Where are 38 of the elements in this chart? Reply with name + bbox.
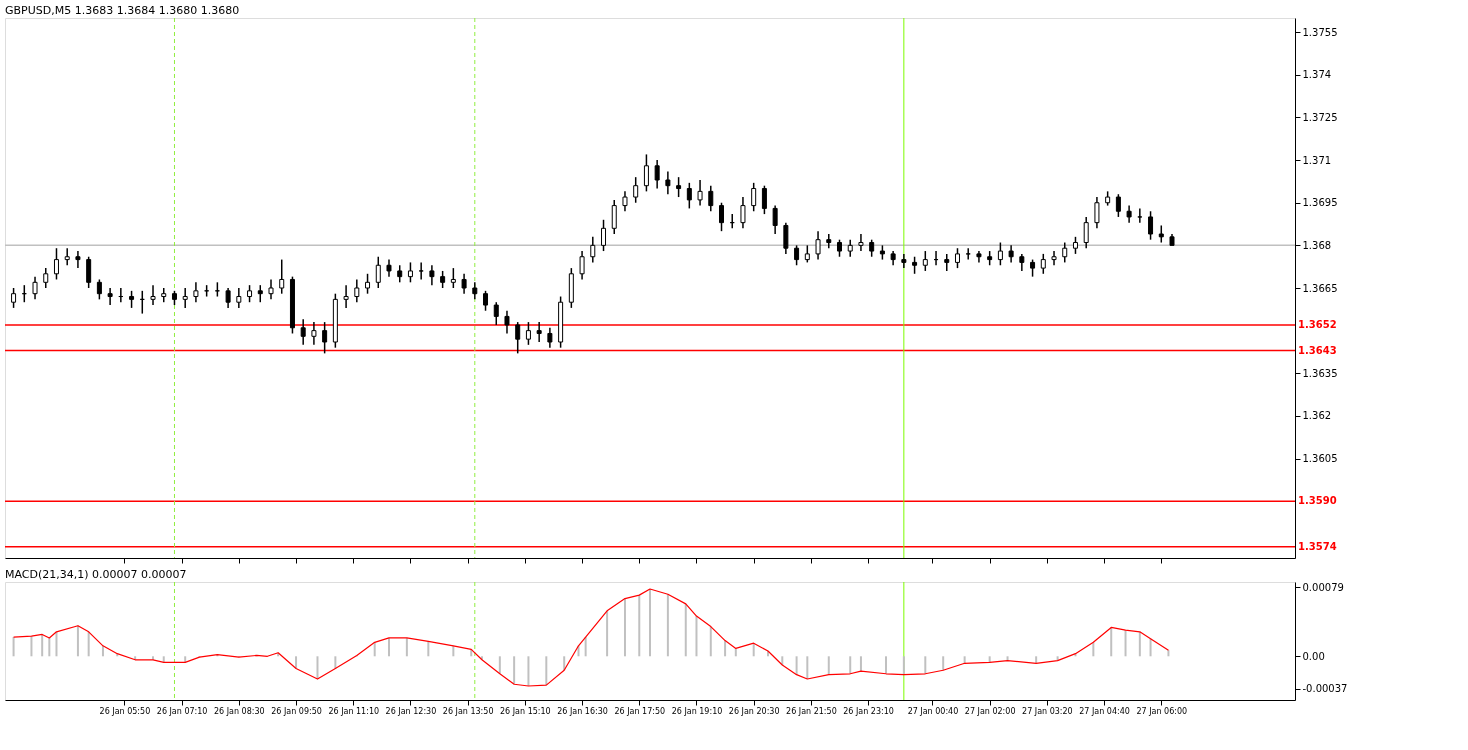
x-tick-label: 26 Jan 09:50 [271,706,322,716]
ref-line-label: 1.3590 [1298,495,1337,507]
x-tick-label: 27 Jan 00:40 [907,706,959,716]
x-tick-label: 26 Jan 12:30 [385,706,437,716]
x-tick-label: 26 Jan 20:30 [728,706,780,716]
x-tick-label: 26 Jan 07:10 [156,706,208,716]
y-tick-label: 0.00 [1302,650,1325,662]
x-tick-label: 26 Jan 05:50 [99,706,151,716]
x-tick-label: 26 Jan 15:10 [500,706,551,716]
y-tick-label: 1.374 [1302,69,1332,81]
x-tick-label: 26 Jan 17:50 [614,706,666,716]
x-tick-label: 27 Jan 02:00 [964,706,1016,716]
y-tick-label: 1.368 [1302,239,1332,251]
y-tick-label: 1.3725 [1302,111,1338,123]
x-tick-label: 26 Jan 19:10 [671,706,723,716]
y-tick-label: 1.3635 [1302,367,1338,379]
y-tick-label: 1.3695 [1302,197,1338,209]
x-tick-label: 26 Jan 11:10 [328,706,380,716]
x-tick-label: 26 Jan 08:30 [214,706,265,716]
y-tick-label: -0.00037 [1302,683,1348,695]
y-tick-label: 1.3755 [1302,26,1338,38]
x-tick-label: 26 Jan 21:50 [786,706,837,716]
y-tick-label: 1.362 [1302,410,1332,422]
y-tick-label: 1.3665 [1302,282,1338,294]
x-tick-label: 27 Jan 04:40 [1079,706,1130,716]
chart-title: GBPUSD,M5 1.3683 1.3684 1.3680 1.3680 [5,4,240,17]
y-tick-label: 0.00079 [1302,581,1344,593]
y-tick-label: 1.3605 [1302,453,1338,465]
ref-line-label: 1.3574 [1298,540,1337,552]
ref-line-label: 1.3643 [1298,344,1337,356]
ref-line-label: 1.3652 [1298,318,1337,330]
x-tick-label: 26 Jan 13:50 [442,706,494,716]
x-tick-label: 26 Jan 16:30 [557,706,608,716]
x-tick-label: 27 Jan 03:20 [1022,706,1073,716]
x-tick-label: 26 Jan 23:10 [843,706,894,716]
y-tick-label: 1.371 [1302,154,1332,166]
x-tick-label: 27 Jan 06:00 [1136,706,1188,716]
chart-title: MACD(21,34,1) 0.00007 0.00007 [5,568,187,581]
